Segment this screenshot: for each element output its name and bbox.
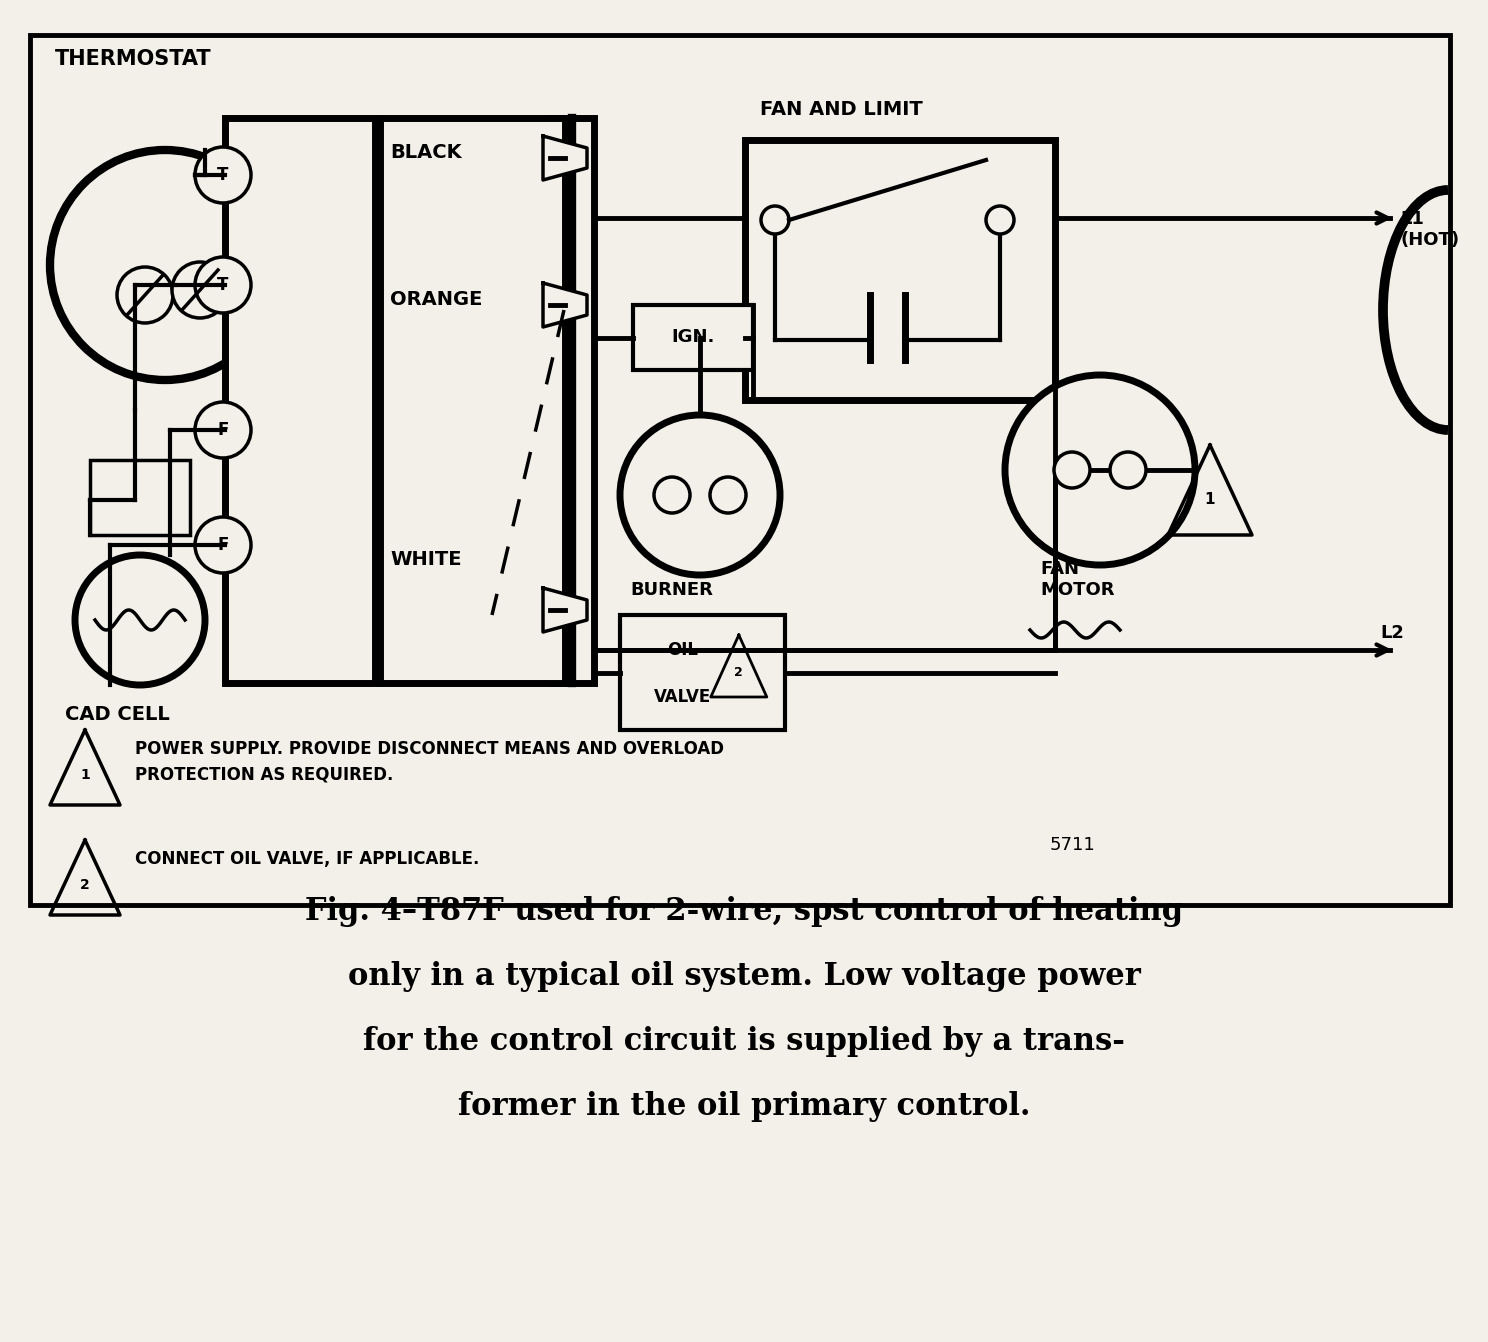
Circle shape (118, 267, 173, 323)
Text: IGN.: IGN. (671, 329, 714, 346)
Text: L1
(HOT): L1 (HOT) (1400, 209, 1460, 248)
Bar (632, 305, 753, 370)
Polygon shape (543, 136, 586, 180)
Text: L2: L2 (1379, 624, 1403, 641)
Text: 1: 1 (80, 768, 89, 782)
Circle shape (51, 150, 280, 380)
Bar (30, 35, 1449, 905)
Text: 2: 2 (735, 667, 743, 679)
Circle shape (195, 517, 251, 573)
Text: BURNER: BURNER (629, 581, 713, 599)
Bar (551, 118, 594, 683)
Circle shape (173, 262, 228, 318)
Circle shape (620, 415, 780, 574)
Text: only in a typical oil system. Low voltage power: only in a typical oil system. Low voltag… (348, 961, 1140, 992)
Circle shape (1110, 452, 1146, 488)
Bar (225, 118, 375, 683)
Circle shape (760, 207, 789, 234)
Circle shape (655, 476, 690, 513)
Text: F: F (217, 535, 229, 554)
Text: WHITE: WHITE (390, 550, 461, 569)
Circle shape (1054, 452, 1091, 488)
Polygon shape (543, 588, 586, 632)
Text: ORANGE: ORANGE (390, 290, 482, 309)
Text: POWER SUPPLY. PROVIDE DISCONNECT MEANS AND OVERLOAD
PROTECTION AS REQUIRED.: POWER SUPPLY. PROVIDE DISCONNECT MEANS A… (135, 739, 725, 782)
Text: T: T (217, 166, 229, 184)
Text: FAN AND LIMIT: FAN AND LIMIT (760, 101, 923, 119)
Text: 2: 2 (80, 878, 89, 892)
Circle shape (987, 207, 1013, 234)
Text: VALVE: VALVE (655, 688, 711, 706)
Bar (89, 460, 190, 535)
Text: former in the oil primary control.: former in the oil primary control. (458, 1091, 1030, 1122)
Circle shape (74, 556, 205, 684)
Text: for the control circuit is supplied by a trans-: for the control circuit is supplied by a… (363, 1027, 1125, 1057)
Text: 5711: 5711 (1051, 836, 1095, 854)
Text: F: F (217, 421, 229, 439)
Bar (620, 615, 786, 730)
Text: CONNECT OIL VALVE, IF APPLICABLE.: CONNECT OIL VALVE, IF APPLICABLE. (135, 849, 479, 868)
Text: BLACK: BLACK (390, 144, 461, 162)
Text: Fig. 4–T87F used for 2-wire, spst control of heating: Fig. 4–T87F used for 2-wire, spst contro… (305, 896, 1183, 927)
Circle shape (195, 148, 251, 203)
Circle shape (1004, 374, 1195, 565)
Text: FAN
MOTOR: FAN MOTOR (1040, 560, 1115, 599)
Text: OIL: OIL (667, 641, 698, 659)
Bar (745, 140, 1055, 400)
Text: T: T (217, 276, 229, 294)
Text: THERMOSTAT: THERMOSTAT (55, 50, 211, 68)
Polygon shape (543, 283, 586, 327)
Text: 1: 1 (1205, 493, 1216, 507)
Circle shape (195, 403, 251, 458)
Bar (379, 118, 565, 683)
Text: CAD CELL: CAD CELL (65, 705, 170, 723)
Circle shape (710, 476, 745, 513)
Circle shape (195, 258, 251, 313)
